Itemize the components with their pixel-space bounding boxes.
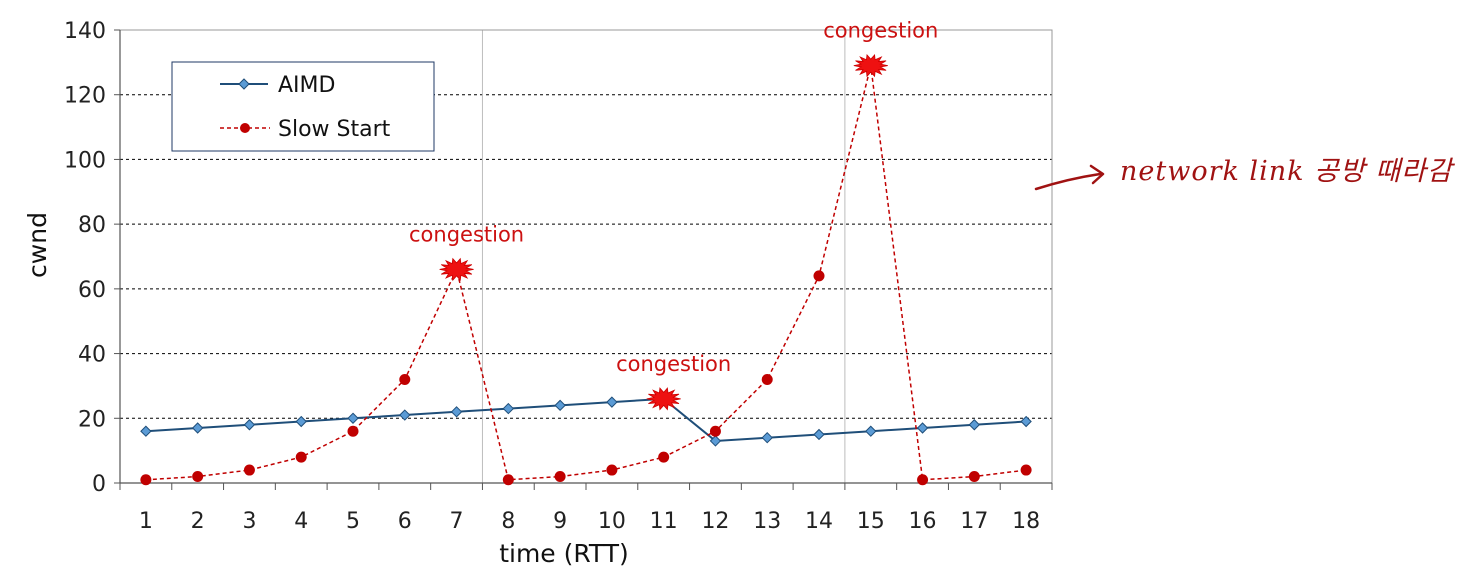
hand-arrow-head [1089,164,1105,185]
legend-aimd-label: AIMD [278,73,335,98]
slowstart-point [658,451,670,463]
congestion-label: congestion [616,352,731,376]
x-tick-label: 2 [191,509,205,534]
handwritten-annotation: network link 공방 때라감 [1034,156,1455,191]
legend-slowstart-marker [240,123,250,133]
x-tick-label: 8 [501,509,515,534]
legend: AIMD Slow Start [171,61,435,152]
congestion-label: congestion [409,222,524,246]
x-tick-label: 18 [1012,509,1040,534]
aimd-point [968,419,981,431]
x-tick-label: 16 [909,509,937,534]
legend-box [171,61,435,152]
slowstart-point [399,373,411,385]
aimd-point [606,396,618,408]
y-tick-label: 80 [78,213,106,238]
slowstart-point [554,471,566,483]
x-tick-label: 17 [960,509,988,534]
aimd-point [1020,415,1032,428]
x-tick-label: 6 [398,509,412,534]
y-tick-label: 0 [92,472,106,497]
slowstart-point [917,474,929,486]
y-tick-label: 20 [78,407,106,432]
slowstart-point [968,471,980,483]
congestion-burst-icon [646,387,681,411]
congestion-markers-vertical [481,30,846,483]
slowstart-point [761,373,773,385]
x-tick-label: 9 [553,509,567,534]
hand-arrow-shaft [1034,172,1102,191]
slowstart-point [502,474,514,486]
slowstart-point [347,425,359,437]
x-tick-label: 5 [346,509,360,534]
aimd-point [761,431,773,444]
slowstart-point [606,464,618,476]
slowstart-point [709,425,721,437]
aimd-point [191,422,204,434]
aimd-point [347,412,359,424]
aimd-point [450,406,463,418]
x-tick-label: 15 [857,509,885,534]
x-tick-label: 12 [701,509,729,534]
slowstart-point [243,464,255,476]
slowstart-point [1020,464,1032,476]
aimd-point [865,425,877,437]
x-tick-label: 4 [294,509,308,534]
aimd-point [813,428,825,441]
slowstart-point [140,474,152,486]
legend-slowstart-label: Slow Start [278,117,391,142]
x-tick-label: 10 [598,509,626,534]
annotations: congestion congestion congestion [409,19,938,411]
aimd-point [554,399,566,412]
aimd-point [243,419,256,431]
congestion-label: congestion [823,19,938,43]
aimd-point [295,415,307,428]
slowstart-point [192,471,204,483]
handwritten-note-text: network link 공방 때라감 [1120,156,1455,187]
x-axis-title: time (RTT) [499,539,629,568]
y-tick-label: 140 [64,19,106,44]
y-tick-label: 100 [64,148,106,173]
legend-aimd-marker [238,78,250,90]
series-layer [140,60,1032,486]
slowstart-point [813,270,825,282]
series-line-aimd [145,397,1027,442]
x-tick-label: 13 [753,509,781,534]
y-tick-label: 60 [78,278,106,303]
y-axis-title: cwnd [23,212,52,278]
series-line-slow-start [145,65,1027,481]
grid [120,94,1052,419]
congestion-burst-icon [853,53,888,78]
x-tick-label: 7 [450,509,464,534]
x-tick-label: 11 [650,509,678,534]
x-tick-label: 3 [242,509,256,534]
aimd-point [399,409,411,421]
aimd-point [916,422,929,434]
x-tick-label: 14 [805,509,833,534]
slowstart-point [295,451,307,463]
x-tick-label: 1 [139,509,153,534]
aimd-point [709,435,722,447]
congestion-burst-icon [439,257,474,282]
aimd-point [140,425,152,437]
y-tick-label: 40 [78,343,106,368]
aimd-point [502,402,515,415]
y-tick-label: 120 [64,84,106,109]
